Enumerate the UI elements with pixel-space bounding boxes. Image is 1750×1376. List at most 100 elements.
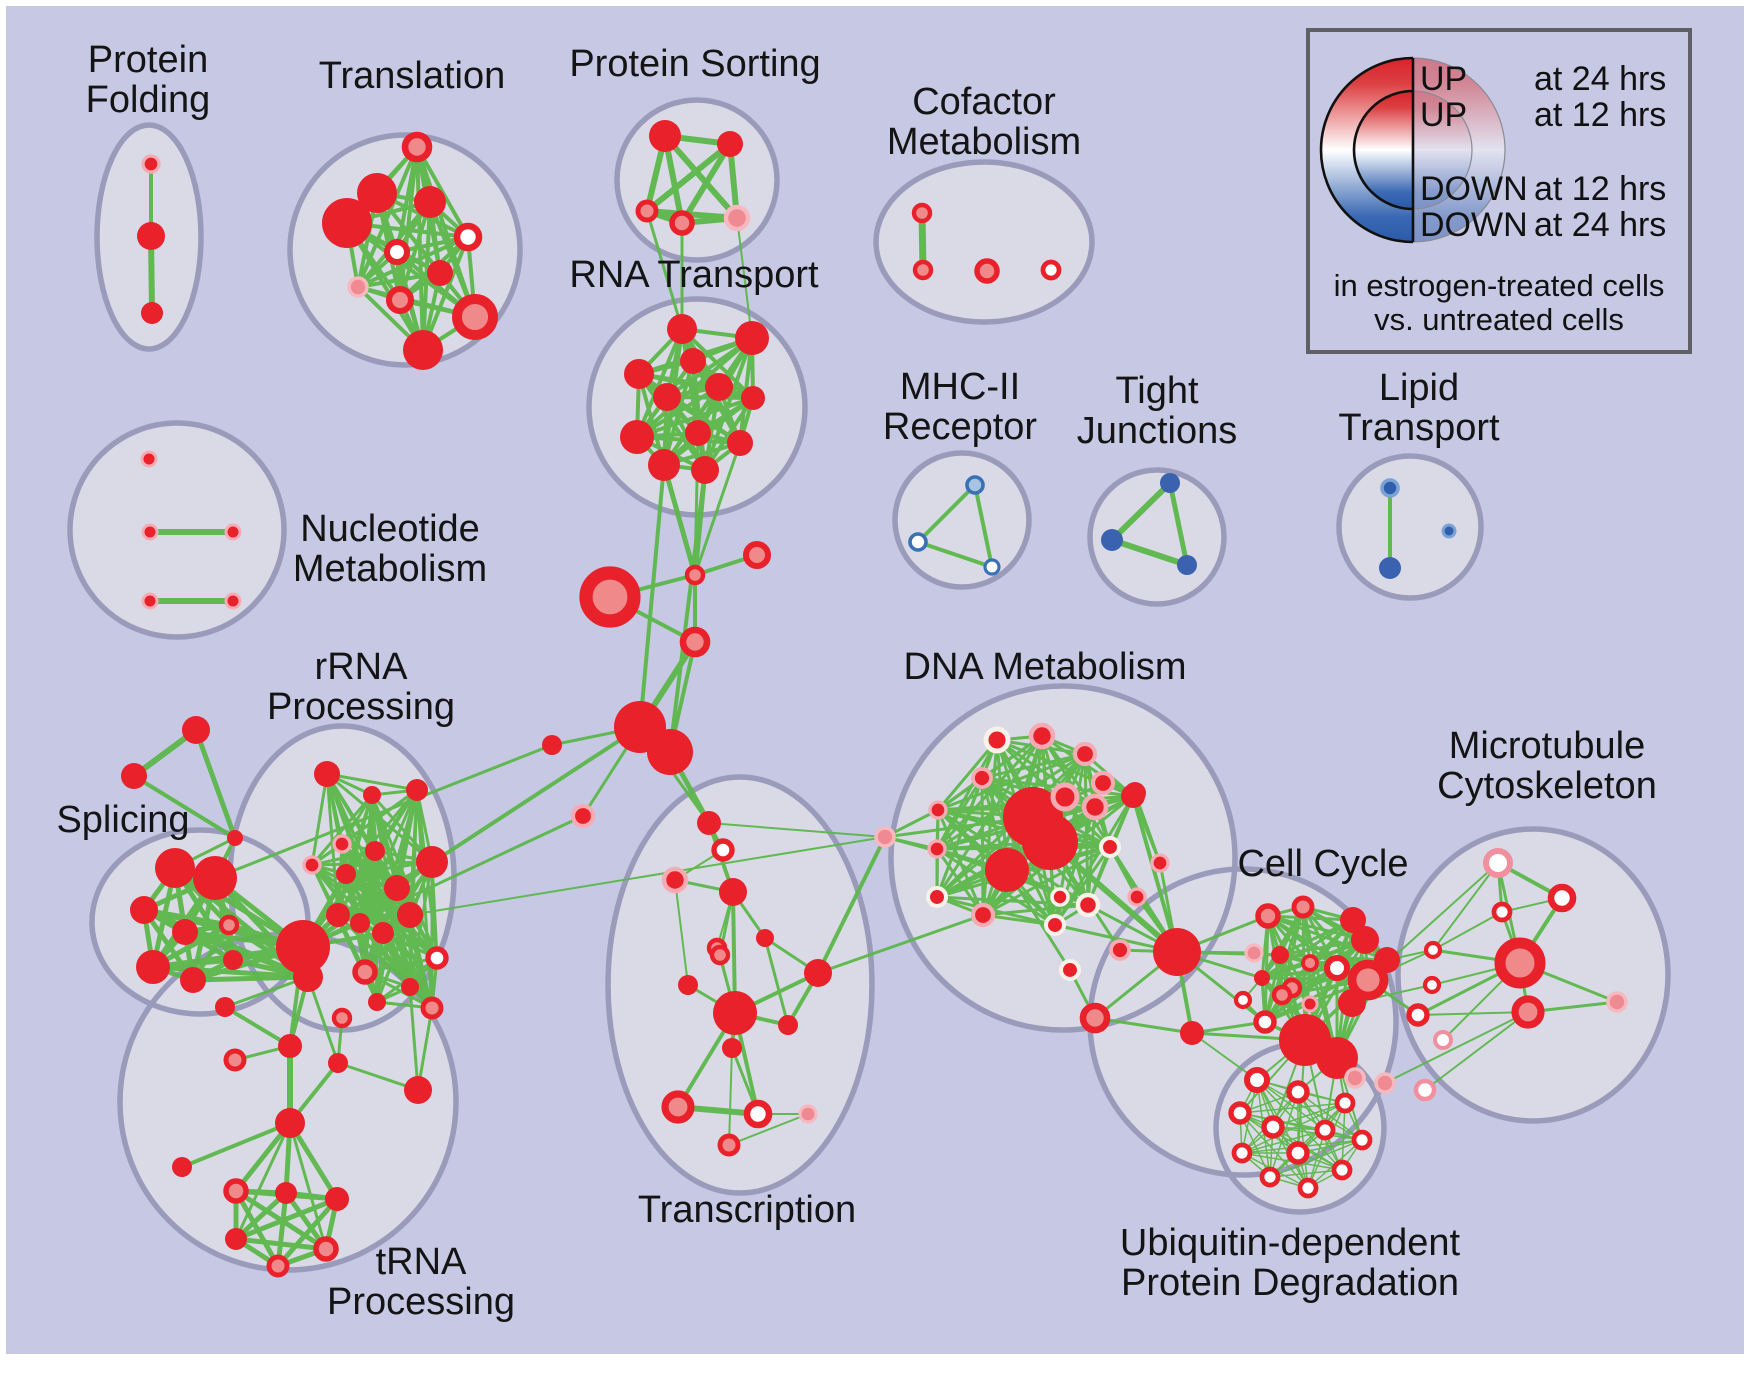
cluster-label-lipid-transport: Transport [1338, 407, 1500, 449]
network-edge [708, 822, 886, 838]
network-edge [1297, 1091, 1363, 1141]
network-node-rp [1511, 995, 1545, 1029]
network-node-pw [1433, 1030, 1453, 1050]
network-edge [936, 738, 999, 812]
cluster-label-ubiquitin-degradation: Protein Degradation [1121, 1262, 1459, 1304]
network-edge [728, 1113, 809, 1146]
cluster-label-protein-folding: Folding [86, 79, 211, 121]
network-edge [635, 327, 684, 439]
network-node-rw [1422, 975, 1442, 995]
network-edge [1047, 839, 1180, 955]
network-node-r [1271, 946, 1289, 964]
network-node-r [756, 929, 774, 947]
network-node-r [416, 846, 448, 878]
network-node-rp [218, 914, 240, 936]
network-node-pr [661, 866, 689, 894]
network-edge [981, 913, 1057, 927]
cluster-label-translation: Translation [319, 55, 506, 97]
network-node-wr [925, 885, 949, 909]
network-node-rw [1040, 259, 1062, 281]
network-node-pr [302, 855, 322, 875]
network-edge [356, 145, 419, 289]
network-node-rp [1271, 984, 1293, 1006]
network-node-r [427, 260, 453, 286]
cluster-outline-cofactor-metabolism [873, 159, 1095, 325]
network-node-rp [579, 566, 641, 628]
network-edge [306, 975, 340, 1065]
cluster-label-rrna-processing: rRNA [315, 646, 409, 688]
cluster-ellipse-mhc-ii-receptor [895, 453, 1029, 587]
network-edge [190, 974, 311, 983]
cluster-label-rrna-processing: Processing [267, 686, 455, 728]
network-node-pr [1109, 939, 1131, 961]
network-node-r [276, 920, 330, 974]
network-node-pr [970, 902, 996, 928]
network-node-r [357, 173, 397, 213]
network-edge [1432, 862, 1499, 951]
network-node-rw [1491, 901, 1513, 923]
network-node-r [406, 779, 428, 801]
network-node-rw [711, 838, 735, 862]
network-edge [1239, 1112, 1363, 1141]
network-node-pr [1090, 770, 1116, 796]
network-node-bd [1441, 523, 1457, 539]
network-node-r [314, 761, 340, 787]
network-node-r [1022, 814, 1078, 870]
cluster-outline-tight-junctions [1087, 467, 1227, 607]
network-edge [408, 860, 434, 989]
network-node-rp [352, 959, 378, 985]
network-node-r [397, 902, 423, 928]
cluster-label-rna-transport: RNA Transport [569, 254, 819, 296]
network-node-rp [1347, 959, 1389, 1001]
network-node-r [735, 321, 769, 355]
legend-row-time: at 24 hrs [1534, 206, 1666, 244]
network-node-pp [1606, 991, 1628, 1013]
cluster-label-lipid-transport: Lipid [1379, 367, 1459, 409]
network-node-r [705, 373, 733, 401]
legend-row-label: DOWN [1420, 206, 1528, 244]
legend-row-time: at 24 hrs [1534, 60, 1666, 98]
network-node-wr [1098, 835, 1122, 859]
network-edge [233, 1236, 329, 1252]
network-node-r [778, 1015, 798, 1035]
network-node-pp [1374, 1072, 1396, 1094]
cluster-outline-lipid-transport [1336, 453, 1484, 601]
cluster-label-protein-folding: Protein [88, 39, 208, 81]
cluster-label-dna-metabolism: DNA Metabolism [904, 646, 1187, 688]
network-node-rw [1259, 1166, 1281, 1188]
network-node-pr [141, 154, 161, 174]
network-edge [1239, 1112, 1271, 1178]
network-node-b [1177, 555, 1197, 575]
network-node-wr [1058, 958, 1082, 982]
network-edge [340, 788, 419, 846]
network-edge [935, 895, 1057, 927]
network-node-r [365, 841, 385, 861]
network-node-r [1316, 1037, 1358, 1079]
network-edge [645, 209, 684, 331]
cluster-label-transcription: Transcription [638, 1189, 856, 1231]
network-edge [381, 931, 434, 1010]
legend-row-label: UP [1420, 96, 1467, 134]
network-node-rw [1334, 1092, 1356, 1114]
network-node-r [542, 735, 562, 755]
cluster-label-tight-junctions: Tight [1115, 370, 1199, 412]
network-node-pr [141, 523, 159, 541]
network-edge [1384, 1011, 1529, 1084]
network-edge [644, 141, 733, 214]
network-edge [1256, 1079, 1326, 1131]
network-node-rp [313, 1236, 339, 1262]
network-node-rw [1286, 1080, 1310, 1104]
network-node-pr [1028, 722, 1056, 750]
network-edge [233, 1190, 289, 1242]
network-node-r [680, 348, 706, 374]
network-node-rp [974, 258, 1000, 284]
cluster-outline-nucleotide-metabolism [67, 420, 287, 640]
network-edge [275, 1190, 289, 1269]
network-node-pr [928, 800, 948, 820]
network-edge [1424, 1011, 1529, 1091]
network-node-rp [1494, 937, 1546, 989]
network-node-pr [1081, 793, 1109, 821]
network-edge [1417, 1011, 1529, 1016]
cluster-ellipse-cofactor-metabolism [876, 162, 1092, 322]
